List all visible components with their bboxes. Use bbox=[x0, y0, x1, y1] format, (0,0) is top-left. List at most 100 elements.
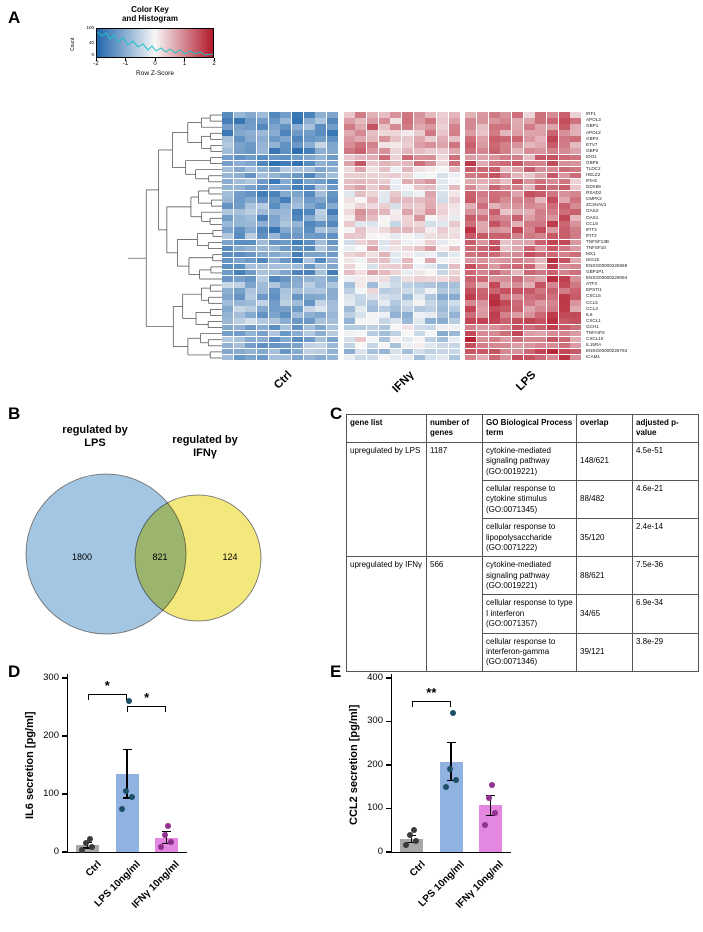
heatmap-cell bbox=[280, 312, 292, 318]
table-cell-go-term: cellular response to interferon-gamma (G… bbox=[482, 632, 577, 672]
heatmap-cell bbox=[570, 166, 582, 173]
heatmap-cell bbox=[523, 124, 535, 130]
heatmap-cell bbox=[512, 203, 524, 209]
heatmap-cell bbox=[425, 233, 437, 240]
heatmap-cell bbox=[558, 312, 570, 318]
heatmap-cell bbox=[488, 342, 500, 349]
heatmap-cell bbox=[280, 330, 292, 337]
heatmap-cell bbox=[437, 300, 449, 306]
heatmap-cell bbox=[367, 142, 379, 148]
heatmap-cell bbox=[448, 142, 460, 148]
heatmap-cell bbox=[500, 124, 512, 130]
error-cap-bottom bbox=[485, 814, 495, 816]
heatmap-cell bbox=[425, 269, 437, 276]
heatmap-cell bbox=[512, 330, 524, 337]
heatmap-cell bbox=[413, 245, 425, 252]
heatmap-cell bbox=[355, 178, 367, 185]
heatmap-cell bbox=[390, 166, 402, 173]
heatmap-cell bbox=[222, 112, 234, 118]
heatmap-cell bbox=[233, 306, 245, 312]
heatmap-cell bbox=[233, 160, 245, 167]
heatmap-cell bbox=[465, 336, 477, 343]
heatmap-cell bbox=[512, 178, 524, 185]
heatmap-cell bbox=[355, 154, 367, 161]
heatmap-cell bbox=[303, 166, 315, 173]
heatmap-cell bbox=[570, 300, 582, 306]
heatmap-cell bbox=[245, 306, 257, 312]
heatmap-cell bbox=[303, 203, 315, 209]
gene-label: TNFAIP2 bbox=[586, 329, 605, 335]
venn-right-label: regulated by IFNγ bbox=[150, 434, 260, 460]
heatmap-cell bbox=[558, 348, 570, 355]
heatmap-cell bbox=[327, 348, 339, 355]
heatmap-cell bbox=[315, 263, 327, 270]
heatmap-cell bbox=[303, 294, 315, 300]
heatmap-cell bbox=[268, 209, 280, 215]
heatmap-cell bbox=[448, 130, 460, 136]
heatmap-cell bbox=[402, 251, 414, 258]
sig-bracket-drop bbox=[449, 700, 451, 707]
heatmap-cell bbox=[222, 239, 234, 246]
heatmap-cell bbox=[448, 306, 460, 312]
heatmap-cell bbox=[268, 172, 280, 179]
heatmap-cell bbox=[355, 130, 367, 136]
heatmap-cell bbox=[303, 124, 315, 130]
heatmap-cell bbox=[257, 312, 269, 318]
heatmap-cell bbox=[425, 306, 437, 312]
heatmap-cell bbox=[500, 342, 512, 349]
heatmap-cell bbox=[343, 124, 355, 130]
table-cell-gene-list: upregulated by IFNγ bbox=[346, 556, 427, 672]
heatmap-cell bbox=[390, 348, 402, 355]
heatmap-cell bbox=[257, 203, 269, 209]
heatmap-cell bbox=[268, 348, 280, 355]
y-tick-label: 100 bbox=[367, 802, 383, 813]
heatmap-cell bbox=[465, 263, 477, 270]
heatmap-cell bbox=[327, 245, 339, 252]
heatmap-cell bbox=[292, 197, 304, 203]
heatmap-cell bbox=[488, 203, 500, 209]
heatmap-cell bbox=[245, 239, 257, 246]
heatmap-cell bbox=[268, 215, 280, 221]
heatmap-cell bbox=[355, 275, 367, 282]
heatmap-cell bbox=[303, 197, 315, 203]
heatmap-cell bbox=[402, 166, 414, 173]
heatmap-cell bbox=[425, 282, 437, 288]
heatmap-cell bbox=[535, 348, 547, 355]
heatmap-cell bbox=[500, 172, 512, 179]
heatmap-cell bbox=[233, 251, 245, 258]
heatmap-cell bbox=[512, 166, 524, 173]
heatmap-cell bbox=[402, 318, 414, 325]
heatmap-cell bbox=[268, 251, 280, 258]
heatmap-cell bbox=[500, 263, 512, 270]
heatmap-cell bbox=[390, 312, 402, 318]
heatmap-cell bbox=[222, 348, 234, 355]
heatmap-cell bbox=[512, 172, 524, 179]
heatmap-cell bbox=[245, 233, 257, 240]
heatmap-cell bbox=[257, 136, 269, 142]
heatmap-cell bbox=[488, 312, 500, 318]
heatmap-cell bbox=[523, 342, 535, 349]
heatmap-cell bbox=[547, 178, 559, 185]
heatmap-cell bbox=[343, 197, 355, 203]
gene-label: GBP5 bbox=[586, 159, 599, 165]
data-point bbox=[442, 783, 449, 790]
heatmap-cell bbox=[558, 178, 570, 185]
heatmap-cell bbox=[315, 160, 327, 167]
heatmap-cell bbox=[425, 324, 437, 331]
heatmap-cell bbox=[570, 190, 582, 197]
heatmap-cell bbox=[343, 166, 355, 173]
heatmap-cell bbox=[448, 330, 460, 337]
gene-label: RSAD2 bbox=[586, 190, 602, 196]
heatmap-cell bbox=[402, 282, 414, 288]
heatmap-cell bbox=[523, 263, 535, 270]
heatmap-cell bbox=[500, 215, 512, 221]
heatmap-cell bbox=[558, 306, 570, 312]
data-point bbox=[157, 844, 164, 851]
heatmap-cell bbox=[343, 154, 355, 161]
heatmap-cell bbox=[558, 330, 570, 337]
heatmap-cell bbox=[315, 154, 327, 161]
heatmap-cell bbox=[222, 118, 234, 124]
heatmap-cell bbox=[523, 269, 535, 276]
heatmap-cell bbox=[558, 197, 570, 203]
heatmap-cell bbox=[425, 215, 437, 221]
